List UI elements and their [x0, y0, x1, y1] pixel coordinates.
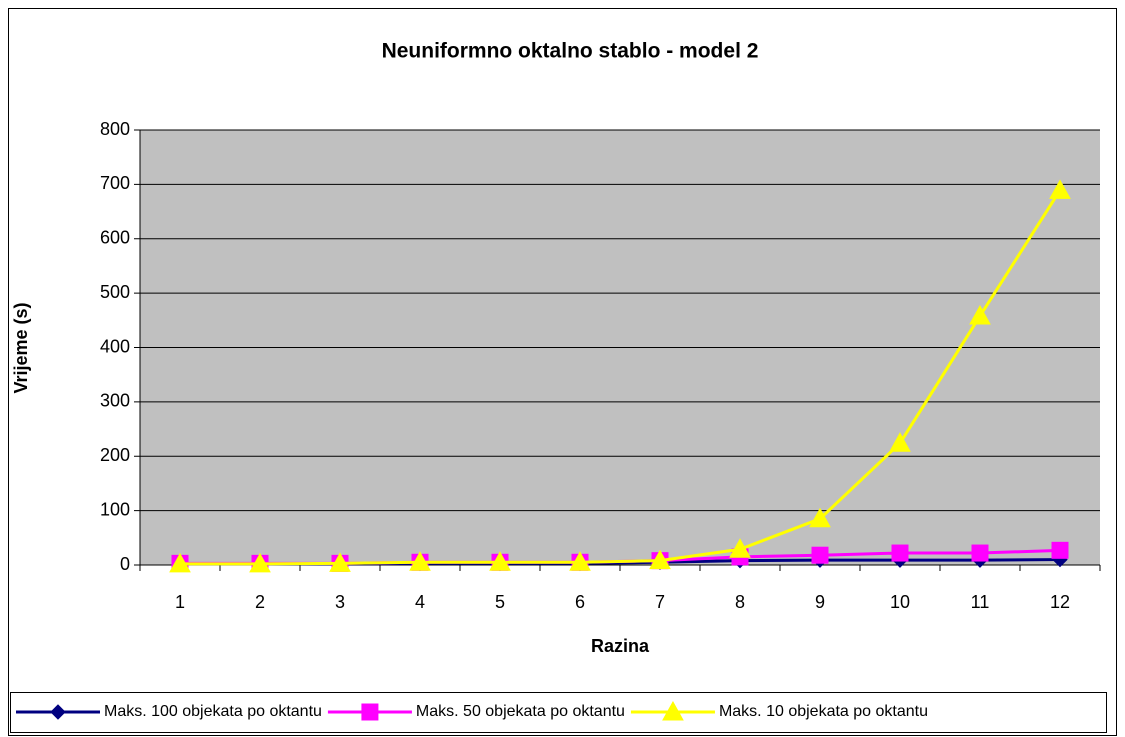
x-tick-label: 11	[971, 592, 990, 612]
point	[1049, 179, 1071, 199]
y-tick-label: 600	[100, 228, 130, 248]
x-tick-label: 3	[335, 592, 345, 612]
y-tick-label: 100	[100, 499, 130, 519]
x-tick-label: 5	[495, 592, 505, 612]
point	[569, 551, 591, 571]
point	[889, 432, 911, 452]
point	[729, 538, 751, 558]
point	[1051, 541, 1069, 559]
series-line	[180, 189, 1062, 566]
y-tick-label: 0	[120, 554, 130, 574]
y-tick-label: 500	[100, 282, 130, 302]
point	[249, 552, 271, 573]
x-tick-label: 10	[890, 592, 910, 612]
y-tick-label: 200	[100, 445, 130, 465]
x-tick-label: 9	[815, 592, 825, 612]
y-tick-label: 400	[100, 336, 130, 356]
chart-title: Neuniformno oktalno stablo - model 2	[382, 40, 759, 63]
y-axis-title: Vrijeme (s)	[11, 302, 31, 393]
x-axis-title: Razina	[591, 636, 650, 656]
x-tick-label: 1	[175, 592, 185, 612]
point	[971, 544, 989, 562]
point	[969, 304, 991, 325]
y-tick-label: 800	[100, 119, 130, 139]
x-tick-label: 8	[735, 592, 745, 612]
x-tick-label: 4	[415, 592, 425, 612]
point	[489, 551, 511, 571]
point	[649, 549, 671, 570]
point	[811, 546, 829, 564]
legend-label: Maks. 100 objekata po oktantu	[104, 703, 322, 720]
legend-label: Maks. 10 objekata po oktantu	[719, 703, 928, 720]
x-tick-label: 7	[655, 592, 665, 612]
y-tick-label: 300	[100, 391, 130, 411]
point	[809, 507, 831, 528]
y-tick-label: 700	[100, 173, 130, 193]
point	[169, 552, 191, 573]
point	[891, 544, 909, 562]
legend-marker	[662, 700, 684, 721]
legend-box	[10, 692, 1107, 733]
legend-label: Maks. 50 objekata po oktantu	[416, 703, 625, 720]
x-tick-label: 12	[1050, 592, 1070, 612]
x-tick-label: 2	[255, 592, 265, 612]
point	[329, 552, 351, 572]
legend-marker	[361, 703, 379, 721]
legend-marker	[50, 704, 66, 720]
x-tick-label: 6	[575, 592, 585, 612]
point	[409, 551, 431, 571]
